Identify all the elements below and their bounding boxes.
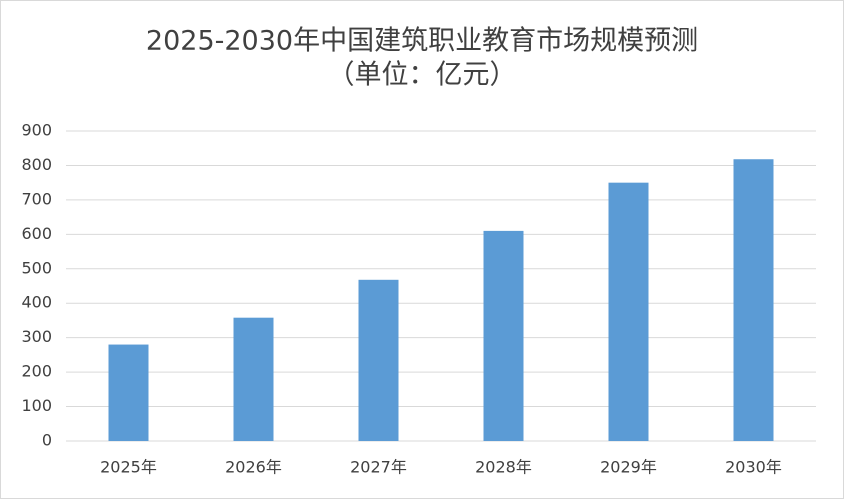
bar — [733, 159, 774, 441]
x-tick-label: 2027年 — [350, 458, 407, 477]
y-tick-label: 0 — [42, 431, 52, 450]
x-tick-label: 2028年 — [475, 458, 532, 477]
y-tick-label: 500 — [21, 258, 52, 277]
chart-subtitle: （单位：亿元） — [328, 60, 517, 91]
x-tick-label: 2030年 — [725, 458, 782, 477]
bar — [608, 182, 649, 441]
bar — [233, 317, 274, 441]
y-tick-label: 300 — [21, 327, 52, 346]
chart-title: 2025-2030年中国建筑职业教育市场规模预测 — [146, 26, 698, 57]
bar — [108, 344, 149, 441]
y-tick-label: 800 — [21, 155, 52, 174]
x-tick-label: 2026年 — [225, 458, 282, 477]
y-tick-label: 600 — [21, 224, 52, 243]
bar — [483, 230, 524, 441]
y-tick-label: 900 — [21, 121, 52, 140]
y-tick-label: 100 — [21, 396, 52, 415]
bar — [358, 279, 399, 441]
y-tick-label: 700 — [21, 189, 52, 208]
x-tick-label: 2029年 — [600, 458, 657, 477]
y-tick-label: 400 — [21, 293, 52, 312]
y-tick-label: 200 — [21, 362, 52, 381]
x-tick-label: 2025年 — [100, 458, 157, 477]
